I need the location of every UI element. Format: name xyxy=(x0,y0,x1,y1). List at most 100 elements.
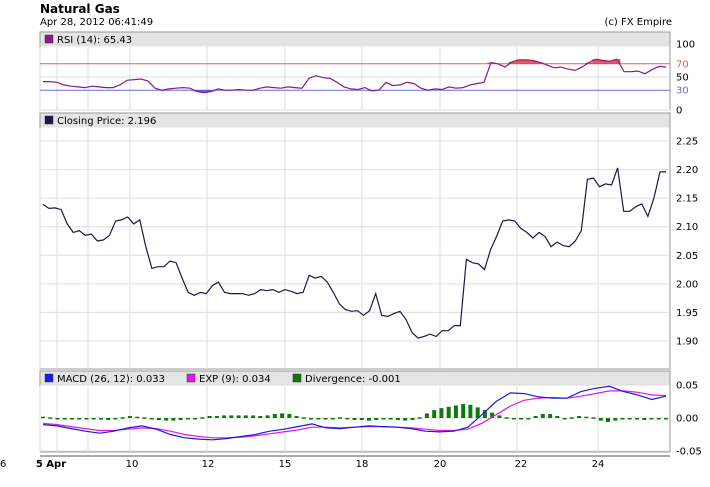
price-ytick-label: 1.90 xyxy=(676,337,698,348)
divergence-bar xyxy=(453,405,458,418)
rsi-oversold-fill xyxy=(193,90,376,93)
rsi-ytick-label: 0 xyxy=(676,106,682,117)
macd-legend-label: EXP (9): 0.034 xyxy=(199,374,271,385)
divergence-bar xyxy=(106,418,111,420)
divergence-bar xyxy=(265,415,270,418)
divergence-bar xyxy=(120,417,125,419)
divergence-bar xyxy=(251,415,256,418)
divergence-bar xyxy=(229,415,234,418)
x-tick-label: 15 xyxy=(279,459,292,470)
divergence-bar xyxy=(113,418,118,420)
divergence-bar xyxy=(482,410,487,418)
divergence-bar xyxy=(569,417,574,419)
divergence-bar xyxy=(606,418,610,422)
timestamp: Apr 28, 2012 06:41:49 xyxy=(40,17,154,28)
divergence-bar xyxy=(91,418,96,420)
divergence-bar xyxy=(497,415,502,418)
divergence-bar xyxy=(511,418,516,420)
divergence-bar xyxy=(548,414,553,418)
divergence-bar xyxy=(642,418,647,420)
rsi-legend-label: RSI (14): 65.43 xyxy=(57,35,132,46)
divergence-bar xyxy=(301,417,306,419)
divergence-bar xyxy=(236,415,241,418)
closing-price-line xyxy=(42,167,666,339)
price-ytick-label: 2.20 xyxy=(676,165,698,176)
divergence-bar xyxy=(330,418,335,420)
divergence-bar xyxy=(316,418,321,420)
x-tick-label: 12 xyxy=(202,459,215,470)
divergence-bar xyxy=(424,413,429,418)
divergence-bar xyxy=(84,418,89,420)
divergence-bar xyxy=(258,416,263,418)
x-tick-label: 22 xyxy=(515,459,528,470)
rsi-line xyxy=(43,58,667,94)
divergence-bar xyxy=(48,417,53,419)
divergence-bar xyxy=(142,417,147,419)
divergence-bar xyxy=(207,416,212,418)
rsi-ytick-label: 30 xyxy=(676,86,689,97)
divergence-bar xyxy=(613,418,618,421)
divergence-bar xyxy=(214,416,219,418)
divergence-bar xyxy=(171,418,176,421)
divergence-bar xyxy=(591,417,596,419)
price-ytick-label: 1.95 xyxy=(676,308,698,319)
divergence-bar xyxy=(374,418,379,420)
divergence-bar xyxy=(193,418,198,420)
divergence-bar xyxy=(200,417,205,419)
price-ytick-label: 2.10 xyxy=(676,222,698,233)
divergence-bar xyxy=(62,418,67,420)
macd-ytick-label: 0.05 xyxy=(676,381,698,392)
macd-ytick-label: -0.05 xyxy=(676,447,702,458)
divergence-bar xyxy=(243,415,248,418)
divergence-bar xyxy=(367,418,371,421)
divergence-bar xyxy=(287,414,292,418)
macd-legend-swatch xyxy=(186,373,196,383)
macd-legend-swatch xyxy=(292,373,302,383)
x-tick-label: 10 xyxy=(126,459,139,470)
rsi-ytick-label: 70 xyxy=(676,59,689,70)
divergence-bar xyxy=(656,418,661,420)
divergence-bar xyxy=(381,418,386,420)
x-tick-label: 24 xyxy=(592,459,605,470)
price-panel-header xyxy=(40,113,670,128)
divergence-bar xyxy=(649,418,654,420)
rsi-ytick-label: 100 xyxy=(676,40,695,51)
divergence-bar xyxy=(417,417,422,419)
divergence-bar xyxy=(149,418,154,420)
divergence-bar xyxy=(598,418,603,421)
divergence-bar xyxy=(396,418,400,420)
price-ytick-label: 2.15 xyxy=(676,194,698,205)
divergence-bar xyxy=(439,408,444,418)
macd-legend-label: MACD (26, 12): 0.033 xyxy=(57,374,165,385)
divergence-bar xyxy=(519,418,524,420)
divergence-bar xyxy=(555,416,560,418)
divergence-bar xyxy=(410,418,415,420)
x-tick-label: 20 xyxy=(434,459,447,470)
divergence-bar xyxy=(526,418,531,420)
macd-line xyxy=(42,385,667,441)
divergence-bar xyxy=(99,418,103,420)
divergence-bar xyxy=(446,406,451,418)
divergence-bar xyxy=(309,418,313,420)
divergence-bar xyxy=(359,418,364,420)
divergence-bar xyxy=(222,415,227,418)
divergence-bar xyxy=(562,418,567,420)
divergence-bar xyxy=(627,418,632,420)
x-tick-label: 5 Apr xyxy=(36,459,66,470)
divergence-bar xyxy=(475,407,480,418)
divergence-bar xyxy=(432,410,437,418)
divergence-bar xyxy=(490,412,495,418)
price-ytick-label: 2.05 xyxy=(676,251,698,262)
rsi-ytick-label: 50 xyxy=(676,73,689,84)
divergence-bar xyxy=(77,418,82,420)
divergence-bar xyxy=(584,416,589,419)
divergence-bar xyxy=(620,418,625,420)
divergence-bar xyxy=(504,417,509,419)
divergence-bar xyxy=(185,418,190,420)
divergence-bar xyxy=(178,418,183,420)
divergence-bar xyxy=(345,418,350,420)
divergence-bar xyxy=(135,416,140,419)
divergence-bar xyxy=(533,416,538,418)
x-tick-label: 18 xyxy=(356,459,369,470)
